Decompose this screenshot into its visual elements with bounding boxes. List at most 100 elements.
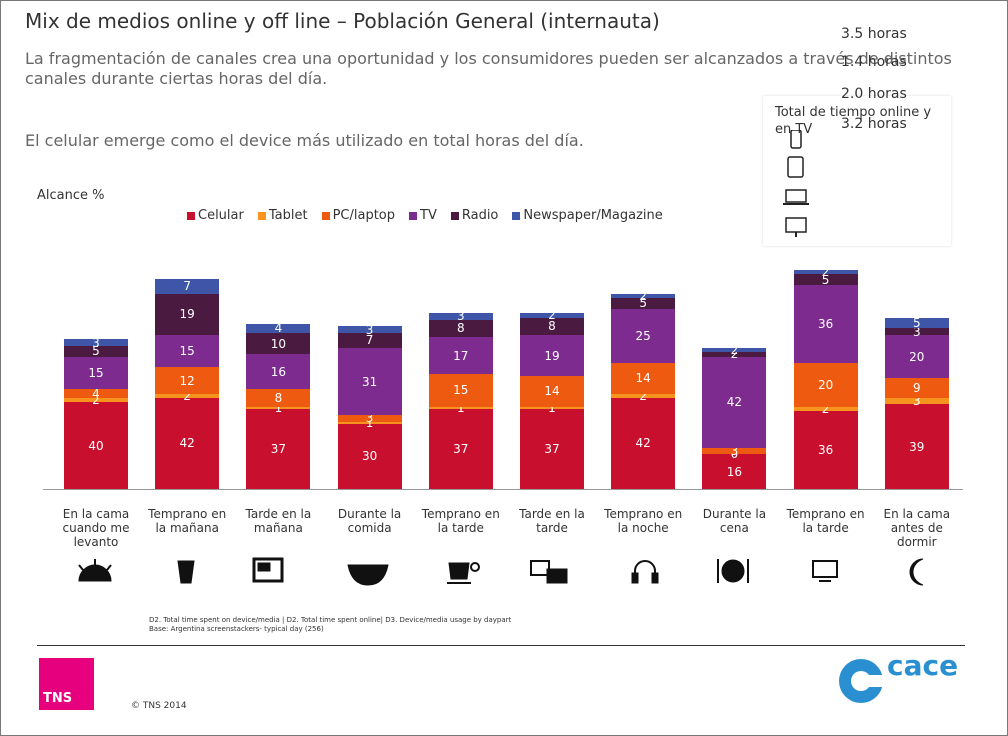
legend: Celular Tablet PC/laptop TV Radio Newspaper/M… [187,208,663,223]
legend-label: Tablet [268,208,308,223]
legend-swatch [450,211,459,220]
bar-segment [337,415,402,422]
data-label: 37 [453,441,469,456]
legend-label: PC/laptop [332,208,396,223]
bar-segment [64,402,128,489]
bar-segment [793,285,858,364]
data-label: 1 [274,400,283,415]
annotation: El celular emerge como el device más uti… [25,131,584,150]
data-label: 8 [274,390,283,405]
data-label: 25 [635,329,651,343]
panel-item: 1.4 horas [841,54,907,70]
y-label: Alcance % [37,188,105,203]
data-label: 4 [92,386,100,401]
bar-segment [155,293,220,335]
x-tick-label: Durante la comida [337,507,402,535]
bar-segment [702,356,767,448]
data-label: 5 [912,315,921,330]
data-label: 3 [730,444,739,459]
bar-segment [884,334,949,379]
bar-segment [155,334,220,368]
legend-label: TV [420,208,437,223]
x-tick-label: Temprano en la noche [604,507,683,535]
bar-segment [428,319,493,338]
data-label: 42 [179,436,195,451]
x-tick-label: En la cama cuando me levanto [62,507,130,549]
bar-segment [611,363,676,394]
data-label: 1 [548,400,556,415]
bar-segment [246,389,311,407]
bar-segment [611,293,676,299]
bar-segment [793,406,858,411]
legend-item: Tablet [257,208,308,223]
x-tick-label: Durante la cena [702,507,767,535]
tns-logo: TNS [39,658,94,710]
baseline [43,489,963,490]
data-label: 15 [88,365,104,380]
legend-label: Newspaper/Magazine [523,208,663,223]
title: Mix de medios online y off line – Poblac… [25,9,660,33]
bar-segment [337,326,402,333]
bar-segment [155,367,220,394]
legend-item: PC/laptop [321,208,396,223]
data-label: 2 [548,308,556,323]
data-label: 30 [361,449,378,464]
x-tick-label: Temprano en la mañana [148,507,227,535]
bar-segment [428,373,493,407]
data-label: 42 [635,436,651,451]
bar-segment [793,410,858,489]
data-label: 42 [726,395,743,410]
bar-segment [793,269,858,275]
data-label: 2 [730,343,739,358]
data-label: 31 [361,374,378,389]
footnote-line: D2. Total time spent on device/media | D… [149,616,512,624]
rule [37,645,965,646]
bar-segment [64,345,128,357]
bar-segment [428,406,493,409]
bar-segment [337,347,402,416]
legend-swatch [187,211,195,220]
data-label: 12 [179,373,195,388]
legend-swatch [321,211,330,220]
data-label: 3 [456,309,465,324]
data-label: 20 [909,349,925,364]
bar-segment [337,423,402,489]
bar-segment [520,408,584,489]
bar-segment [520,376,584,407]
bar-segment [884,378,949,398]
data-label: 40 [88,438,104,453]
data-label: 19 [179,307,195,322]
footnote: D2. Total time spent on device/media | D… [149,616,511,634]
bar-segment [884,404,949,489]
data-label: 2 [821,401,830,416]
data-label: 4 [274,321,283,336]
bar-segment [246,332,311,355]
data-label: 2 [639,288,647,303]
legend-item: TV [409,208,437,223]
data-label: 8 [548,319,556,334]
bar-segment [611,397,676,489]
bar-segment [611,298,676,309]
bar-segment [337,332,402,348]
bar-segment [793,363,858,407]
data-label: 2 [730,347,739,362]
panel-item: 2.0 horas [841,86,907,102]
bar-segment [884,328,949,335]
x-tick-label: Tarde en la tarde [519,507,585,535]
panel-item: 3.5 horas [841,26,907,42]
bar-segment [611,308,676,364]
daypart-icons [78,557,924,586]
data-label: 7 [365,333,374,348]
legend-label: Radio [461,208,499,223]
bar-segment [520,317,584,335]
data-label: 5 [639,296,647,311]
data-label: 7 [183,279,191,294]
data-label: 15 [453,383,469,398]
data-label: 37 [544,441,560,456]
panel-item: 3.2 horas [841,116,907,132]
data-label: 3 [365,322,374,337]
bar-segment [155,393,220,398]
legend-item: Radio [450,208,499,223]
bar-segment [884,317,949,329]
